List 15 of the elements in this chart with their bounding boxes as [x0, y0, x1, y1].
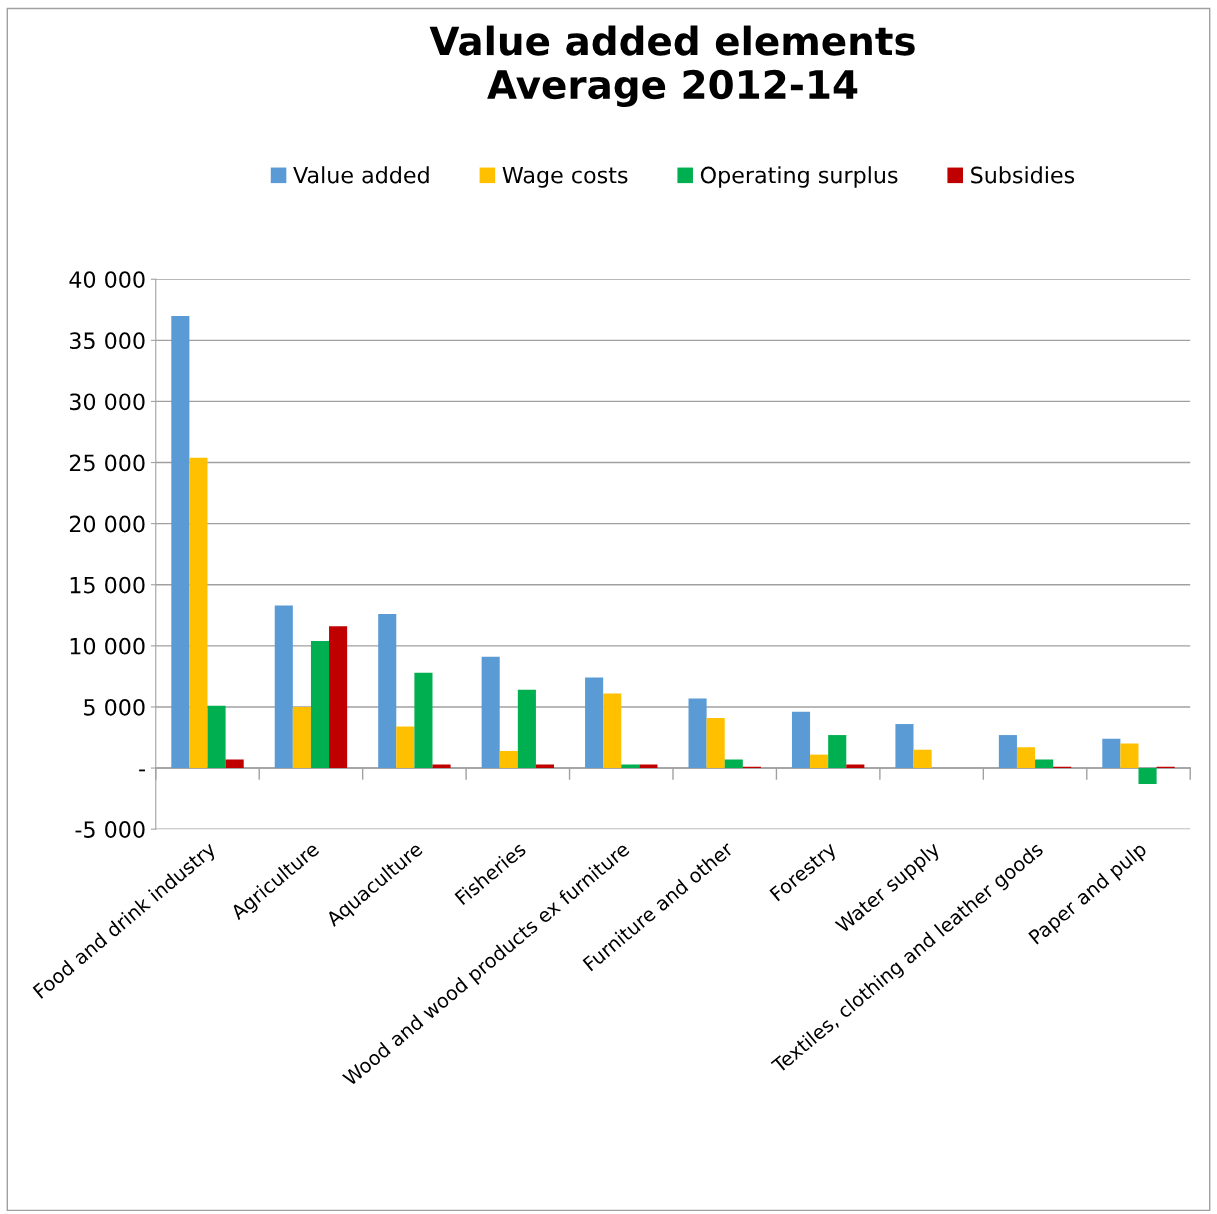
legend-label: Wage costs: [502, 166, 628, 188]
y-tick-label: 35 000: [69, 332, 145, 350]
y-tick-label: 10 000: [70, 637, 145, 655]
y-tick-label: 40 000: [69, 271, 145, 288]
y-tick-label: 30 000: [69, 393, 145, 411]
legend-label: Value added: [293, 166, 429, 184]
legend-label: Operating surplus: [700, 166, 898, 188]
legend-label: Subsidies: [971, 166, 1075, 184]
chart-title: Value added elements Average 2012-14: [429, 25, 915, 108]
y-tick-label: 15 000: [70, 576, 145, 594]
y-tick-label: -5 000: [75, 821, 145, 838]
y-tick-label: 5 000: [84, 698, 145, 716]
y-tick-label: 20 000: [69, 515, 145, 533]
y-tick-label: -: [139, 769, 145, 772]
y-tick-label: 25 000: [69, 454, 145, 472]
